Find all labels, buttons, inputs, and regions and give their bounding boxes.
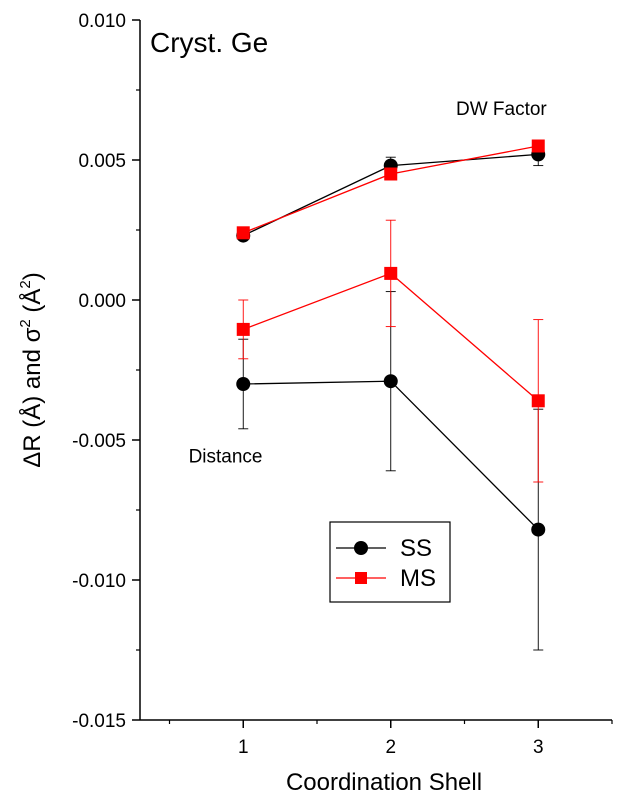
y-tick-label: -0.015 xyxy=(72,711,126,732)
y-axis-label-unit-open: (Å xyxy=(18,289,46,320)
x-tick-label: 1 xyxy=(238,737,249,758)
x-tick-label: 3 xyxy=(533,737,544,758)
series-ms-dw-factor xyxy=(236,139,545,240)
legend-ms-label: MS xyxy=(400,565,436,592)
legend-ss-label: SS xyxy=(400,535,432,562)
data-point xyxy=(384,266,398,280)
data-point xyxy=(384,167,398,181)
data-point xyxy=(236,322,250,336)
data-point xyxy=(236,226,250,240)
y-axis-label-unit-sup: 2 xyxy=(17,280,34,288)
data-point xyxy=(531,522,546,537)
annotation-distance: Distance xyxy=(189,446,263,467)
series-ss-distance xyxy=(236,291,546,651)
y-tick-label: 0.010 xyxy=(78,11,126,32)
y-tick-label: 0.005 xyxy=(78,151,126,172)
series-ms-distance xyxy=(236,219,545,483)
x-axis-label: Coordination Shell xyxy=(286,769,482,796)
data-point xyxy=(531,139,545,153)
y-tick-label: -0.010 xyxy=(72,571,126,592)
legend-ms-marker xyxy=(355,572,367,584)
data-point xyxy=(236,377,251,391)
data-point xyxy=(531,394,545,408)
x-tick-label: 2 xyxy=(385,737,396,758)
legend-ss-marker xyxy=(354,541,368,555)
legend-box xyxy=(329,521,451,603)
y-axis-label-main: ΔR (Å) and σ xyxy=(18,327,46,467)
y-tick-label: 0.000 xyxy=(78,291,126,312)
series-layer xyxy=(236,139,546,651)
legend: SS MS xyxy=(329,521,451,603)
plot-frame xyxy=(139,20,612,721)
chart-annotation-title: Cryst. Ge xyxy=(150,27,268,58)
y-axis-label-unit-close: ) xyxy=(19,272,46,280)
annotation-dw-factor: DW Factor xyxy=(456,99,547,120)
y-tick-label: -0.005 xyxy=(72,431,126,452)
axis-ticks: -0.015 -0.010 -0.005 0.000 0.005 0.010 1 2 3 xyxy=(72,11,613,758)
y-axis-label-sup: 2 xyxy=(17,319,34,327)
data-point xyxy=(383,374,398,389)
y-axis-label: ΔR (Å) and σ2 (Å2) xyxy=(17,272,46,468)
